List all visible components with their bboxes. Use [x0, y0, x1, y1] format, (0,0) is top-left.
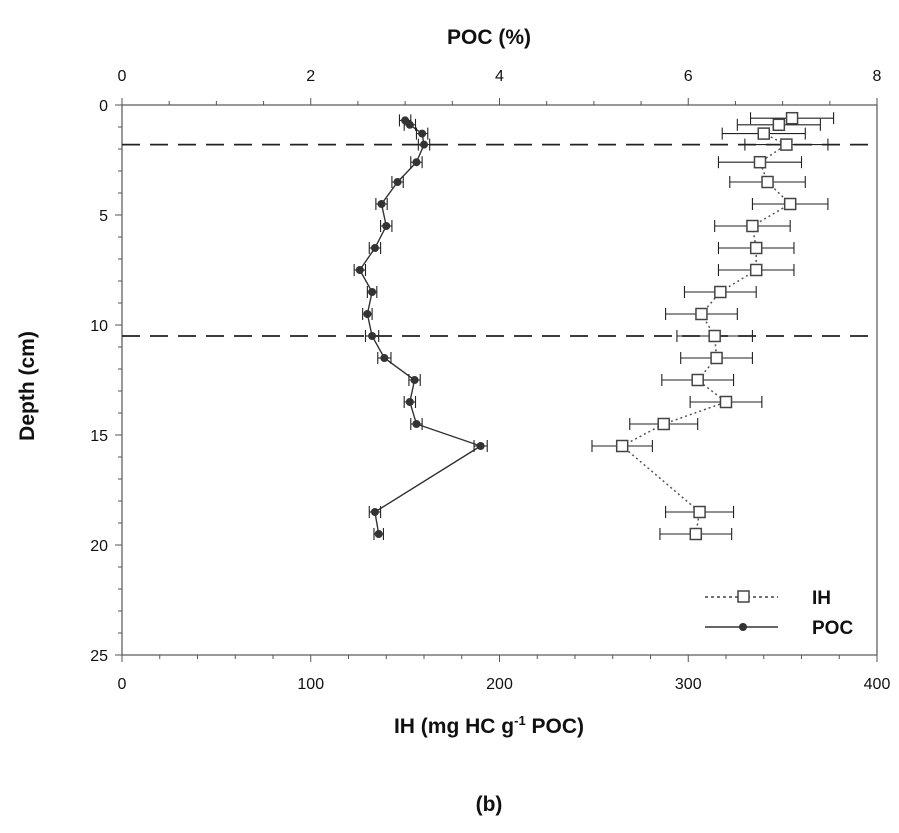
y-axis-title: Depth (cm): [16, 331, 39, 441]
figure-caption: (b): [476, 793, 503, 816]
poc-point: [368, 332, 377, 340]
ih-point: [689, 527, 703, 541]
poc-point: [418, 129, 427, 138]
poc-point: [355, 266, 364, 274]
bottom-tick-label: 100: [297, 676, 324, 693]
legend-poc-marker: [739, 623, 747, 631]
poc-point: [377, 200, 386, 208]
series-poc: [353, 114, 488, 540]
poc-point: [410, 376, 419, 384]
ih-point: [783, 197, 797, 211]
bottom-tick-label: 0: [118, 676, 127, 693]
ih-point: [615, 439, 629, 453]
legend-ih-marker: [737, 590, 750, 603]
ih-point: [761, 175, 774, 189]
ih-point: [757, 127, 770, 140]
y-tick-label: 20: [90, 538, 108, 555]
legend-entry-ih: IH: [705, 588, 831, 609]
ih-point: [710, 351, 723, 365]
top-tick-label: 2: [306, 68, 315, 85]
poc-point: [370, 244, 379, 252]
y-tick-label: 10: [90, 318, 108, 335]
poc-point: [476, 442, 485, 450]
poc-point: [370, 508, 379, 516]
ih-point: [691, 373, 704, 387]
ih-point: [749, 263, 763, 277]
bottom-axis-title-superscript: -1: [514, 713, 526, 728]
ih-point: [693, 505, 706, 519]
poc-point: [405, 398, 414, 406]
top-tick-label: 0: [118, 68, 127, 85]
legend-poc-label: POC: [812, 618, 853, 639]
ih-point: [657, 417, 670, 431]
top-axis-title: POC (%): [447, 26, 531, 49]
legend: IH POC: [705, 588, 853, 639]
ih-point: [753, 155, 767, 169]
poc-point: [382, 222, 391, 230]
poc-point: [420, 140, 428, 149]
top-tick-label: 8: [873, 68, 882, 85]
poc-line: [359, 119, 483, 535]
axes: 0 5 10 15 20 25 0 100 200 300 400 0 2 4 6 8: [90, 68, 890, 693]
ih-point: [719, 395, 733, 409]
y-tick-label: 25: [90, 648, 108, 665]
ih-line: [620, 117, 793, 535]
ih-point: [785, 111, 799, 125]
legend-ih-label: IH: [812, 588, 831, 609]
poc-point: [412, 420, 421, 428]
ih-point: [695, 307, 708, 321]
series-ih: [591, 111, 835, 541]
poc-point: [393, 178, 402, 186]
bottom-tick-label: 300: [675, 676, 702, 693]
y-tick-label: 5: [99, 208, 108, 225]
poc-point: [405, 120, 414, 129]
y-tick-label: 0: [99, 98, 108, 115]
top-tick-label: 4: [495, 68, 504, 85]
ih-point: [708, 329, 721, 343]
poc-point: [374, 530, 383, 538]
legend-entry-poc: POC: [705, 618, 853, 639]
bottom-tick-label: 200: [486, 676, 513, 693]
ih-point: [749, 241, 763, 255]
poc-point: [368, 288, 377, 296]
poc-point: [380, 354, 389, 362]
bottom-axis-title: IH (mg HC g-1 POC): [394, 713, 584, 738]
y-tick-label: 15: [90, 428, 108, 445]
series: [353, 111, 835, 541]
ih-point: [772, 118, 786, 132]
ih-point: [780, 138, 793, 151]
top-tick-label: 6: [684, 68, 693, 85]
poc-point: [363, 310, 372, 318]
ih-point: [714, 285, 727, 299]
poc-point: [412, 158, 421, 167]
ih-point: [746, 219, 759, 233]
bottom-tick-label: 400: [864, 676, 891, 693]
